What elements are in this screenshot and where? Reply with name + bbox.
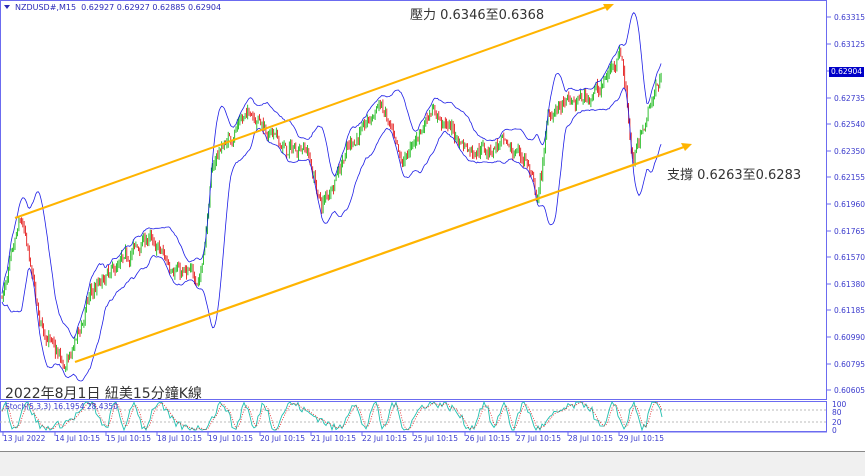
price-tick-label: 0.61380: [834, 280, 865, 289]
stoch-level-0: 0: [832, 426, 837, 435]
time-tick-label: 19 Jul 10:15: [208, 434, 253, 443]
time-tick-label: 28 Jul 10:15: [568, 434, 613, 443]
time-tick-label: 22 Jul 10:15: [362, 434, 407, 443]
support-annotation: 支撐 0.6263至0.6283: [667, 168, 802, 183]
time-tick-label: 13 Jul 2022: [3, 434, 46, 443]
price-tick-label: 0.60795: [834, 360, 865, 369]
price-tick-label: 0.62540: [834, 120, 865, 129]
time-tick-label: 29 Jul 10:15: [619, 434, 664, 443]
main-pane-border: [0, 0, 827, 400]
time-tick-label: 15 Jul 10:15: [106, 434, 151, 443]
time-tick-label: 25 Jul 10:15: [413, 434, 458, 443]
stoch-signal-line: [1, 401, 663, 431]
price-tick-label: 0.60990: [834, 333, 865, 342]
symbol-header: NZDUSD#,M15 0.62927 0.62927 0.62885 0.62…: [4, 3, 221, 12]
price-tick-label: 0.61765: [834, 227, 865, 236]
price-tick-label: 0.61570: [834, 253, 865, 262]
time-tick-label: 14 Jul 10:15: [55, 434, 100, 443]
dropdown-triangle-icon[interactable]: [4, 5, 10, 9]
support-channel-line: [74, 145, 685, 364]
support-arrow-icon: [681, 143, 692, 151]
stoch-main-line: [1, 400, 663, 432]
resistance-channel-line: [14, 6, 607, 219]
stoch-level-20: 20: [832, 418, 842, 427]
symbol-name: NZDUSD#,M15: [15, 3, 77, 12]
ohlc-values: 0.62927 0.62927 0.62885 0.62904: [81, 3, 222, 12]
price-tick-label: 0.61185: [834, 306, 865, 315]
resistance-annotation: 壓力 0.6346至0.6368: [410, 8, 545, 23]
price-tick-label: 0.62735: [834, 94, 865, 103]
time-tick-label: 27 Jul 10:15: [516, 434, 561, 443]
stoch-level-100: 100: [832, 400, 847, 409]
lower-band-line: [1, 87, 662, 382]
stoch-pane-border: [0, 401, 827, 432]
time-tick-label: 20 Jul 10:15: [260, 434, 305, 443]
price-tick-label: 0.60605: [834, 386, 865, 395]
stoch-label: Stoch(5,3,3) 16.1954 28.4350: [5, 402, 118, 411]
status-bar: [0, 451, 865, 476]
time-tick-label: 18 Jul 10:15: [157, 434, 202, 443]
upper-band-line: [1, 11, 662, 339]
time-tick-label: 26 Jul 10:15: [465, 434, 510, 443]
price-tick-label: 0.63315: [834, 13, 865, 22]
price-tick-label: 0.63125: [834, 40, 865, 49]
current-price-label: 0.62904: [829, 67, 865, 77]
stoch-level-80: 80: [832, 408, 842, 417]
price-tick-label: 0.61960: [834, 200, 865, 209]
resistance-arrow-icon: [603, 4, 614, 11]
time-tick-label: 21 Jul 10:15: [311, 434, 356, 443]
price-tick-label: 0.62350: [834, 147, 865, 156]
chart-title: 2022年8月1日 紐美15分鐘K線: [5, 386, 202, 402]
price-tick-label: 0.62155: [834, 173, 865, 182]
